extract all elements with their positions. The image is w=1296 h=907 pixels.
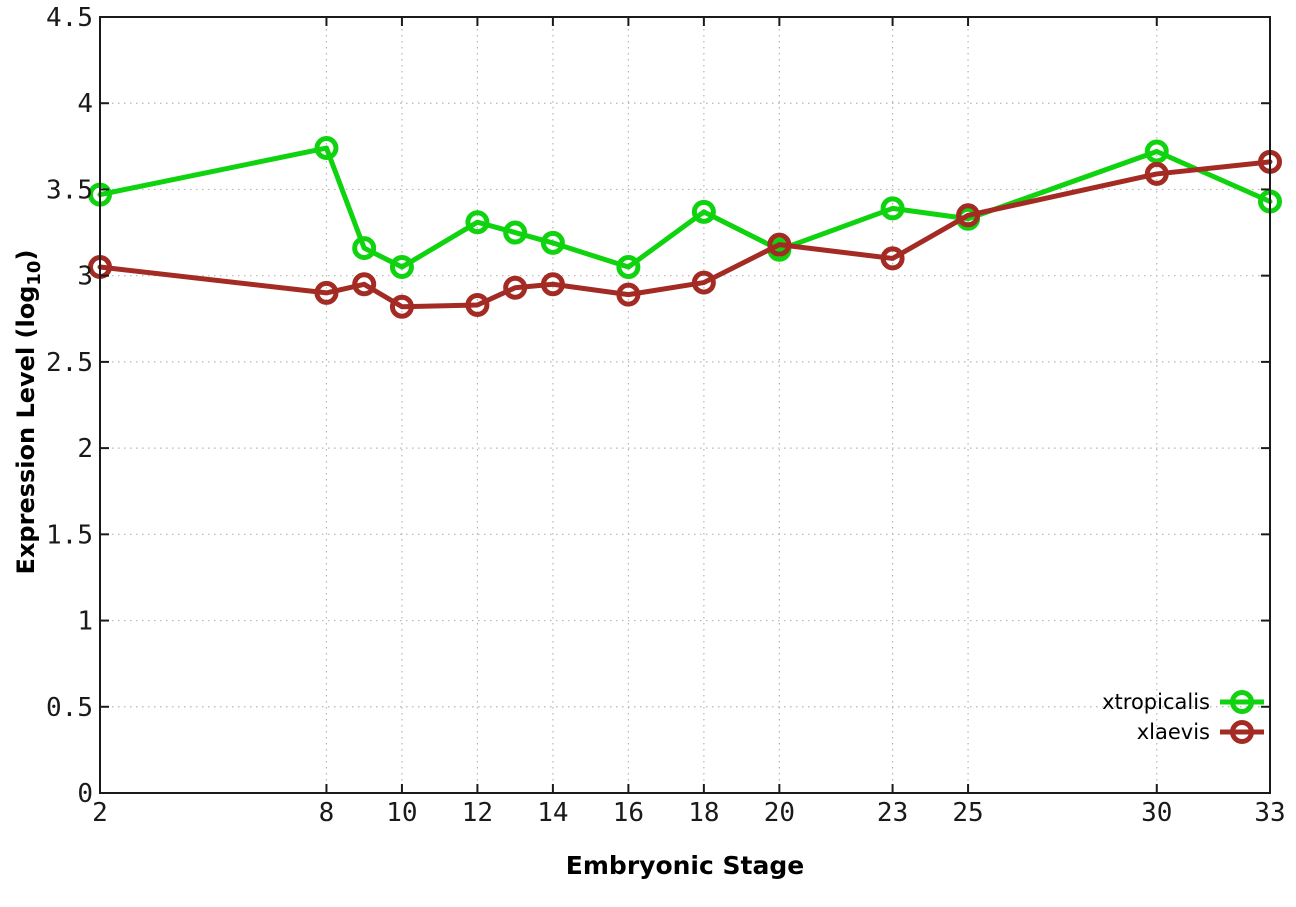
- tick-labels: 2 8 10 12 14 16 18 20 23 25 30 33 0 0.5 1 1.5 2 2.5 3 3.5 4 4…: [46, 3, 1286, 828]
- data-point-xlaevis: [1144, 161, 1169, 186]
- data-point-xtropicalis: [389, 255, 414, 280]
- data-point-xtropicalis: [880, 196, 905, 221]
- axes: [99, 16, 1271, 794]
- data-point-xlaevis: [465, 292, 490, 317]
- data-point-xtropicalis: [1144, 139, 1169, 164]
- legend-markers: [1220, 690, 1264, 744]
- gridlines: [99, 16, 1271, 794]
- y-tick-label: 0.5: [46, 693, 93, 723]
- data-point-xtropicalis: [314, 136, 339, 161]
- y-tick-label: 1.5: [46, 520, 93, 550]
- x-tick-label: 8: [319, 798, 335, 828]
- legend: xtropicalis xlaevis: [1102, 690, 1264, 744]
- x-tick-label: 23: [877, 798, 908, 828]
- data-point-xlaevis: [503, 275, 528, 300]
- y-axis-title-close: ): [12, 250, 40, 261]
- data-point-xtropicalis: [503, 220, 528, 245]
- svg-text:Expression Level (log10): Expression Level (log10): [12, 250, 45, 575]
- data-point-xlaevis: [540, 272, 565, 297]
- x-tick-label: 14: [537, 798, 568, 828]
- y-axis-title-main: Expression Level (log: [12, 286, 40, 575]
- data-point-xlaevis: [352, 272, 377, 297]
- series-line-xtropicalis: [97, 145, 1273, 270]
- x-tick-label: 18: [688, 798, 719, 828]
- data-point-xlaevis: [880, 246, 905, 271]
- y-tick-label: 0: [77, 779, 93, 809]
- data-point-xlaevis: [767, 232, 792, 257]
- y-tick-label: 2.5: [46, 348, 93, 378]
- y-tick-label: 3.5: [46, 175, 93, 205]
- data-point-xtropicalis: [540, 230, 565, 255]
- data-point-xtropicalis: [465, 210, 490, 235]
- y-axis-title: Expression Level (log10): [12, 250, 45, 575]
- x-tick-label: 30: [1141, 798, 1172, 828]
- legend-marker-xtropicalis: [1230, 690, 1254, 714]
- y-tick-label: 2: [77, 434, 93, 464]
- plot-border: [99, 16, 1271, 794]
- x-tick-label: 25: [952, 798, 983, 828]
- y-tick-label: 1: [77, 607, 93, 637]
- data-point-xtropicalis: [352, 236, 377, 261]
- data-point-xtropicalis: [616, 255, 641, 280]
- data-point-xtropicalis: [691, 199, 716, 224]
- x-tick-label: 16: [613, 798, 644, 828]
- x-tick-label: 10: [386, 798, 417, 828]
- x-tick-label: 12: [462, 798, 493, 828]
- y-tick-label: 4: [77, 89, 93, 119]
- legend-marker-xlaevis: [1230, 720, 1254, 744]
- legend-label-xlaevis: xlaevis: [1137, 720, 1210, 744]
- y-tick-label: 3: [77, 262, 93, 292]
- data-point-xlaevis: [389, 294, 414, 319]
- data-point-xlaevis: [616, 282, 641, 307]
- y-axis-title-subscript: 10: [24, 261, 45, 286]
- x-tick-label: 33: [1254, 798, 1285, 828]
- data-point-xlaevis: [314, 280, 339, 305]
- data-series: [88, 136, 1282, 319]
- series-line-xlaevis: [97, 159, 1273, 310]
- x-tick-label: 2: [92, 798, 108, 828]
- y-tick-label: 4.5: [46, 3, 93, 33]
- x-tick-label: 20: [764, 798, 795, 828]
- x-axis-title: Embryonic Stage: [566, 851, 804, 880]
- legend-label-xtropicalis: xtropicalis: [1102, 690, 1210, 714]
- data-point-xlaevis: [956, 203, 981, 228]
- data-point-xlaevis: [691, 270, 716, 295]
